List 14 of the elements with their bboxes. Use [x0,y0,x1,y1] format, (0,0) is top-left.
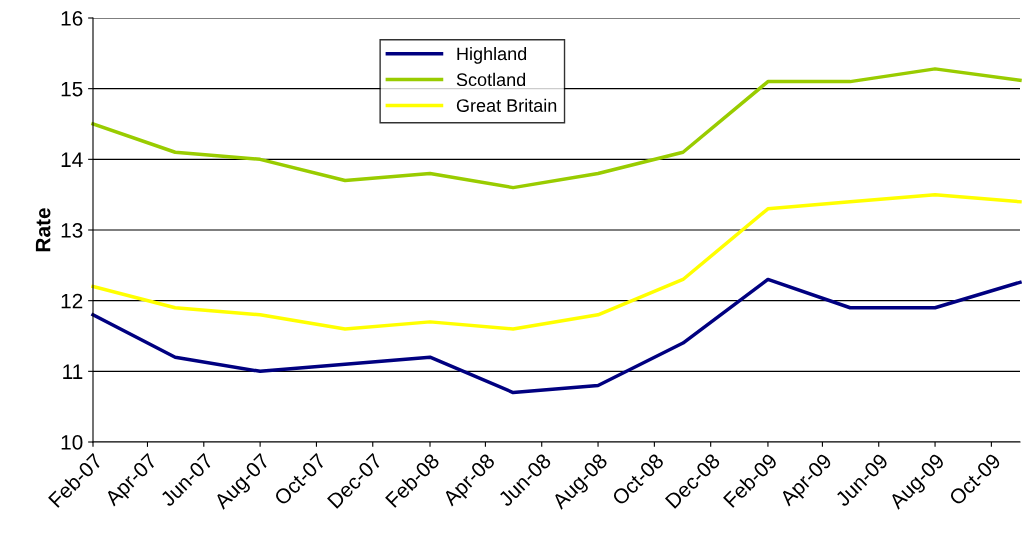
legend-label: Scotland [456,72,526,87]
line-series [91,67,1022,190]
legend-label: Highland [457,46,527,64]
line-series [91,192,1022,331]
y-tick-label: 12 [61,293,83,309]
legend-label: Great Britain [456,98,557,112]
y-tick-label: 11 [63,364,83,379]
y-tick-label: 16 [61,11,83,26]
y-axis-title: Rate [35,208,51,252]
y-tick-label: 13 [61,223,83,238]
y-tick-label: 15 [61,81,83,97]
line-series [91,277,1022,395]
y-tick-label: 14 [61,152,83,167]
y-tick-label: 10 [61,435,83,450]
